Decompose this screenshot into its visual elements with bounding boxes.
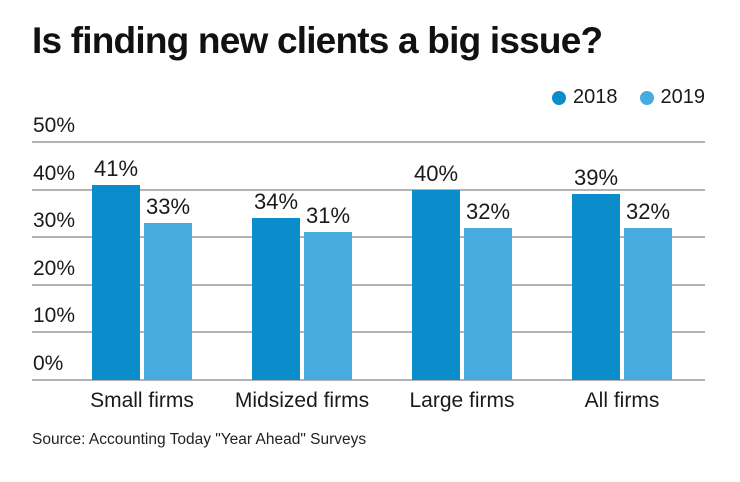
category-label-all-firms: All firms: [584, 389, 660, 412]
chart-title: Is finding new clients a big issue?: [32, 20, 603, 61]
legend-item-2018: 2018: [552, 86, 618, 109]
legend: 2018 2019: [552, 86, 705, 109]
value-label-2019-large-firms: 32%: [465, 198, 511, 224]
value-label-2019-small-firms: 33%: [145, 193, 191, 219]
category-label-midsized-firms: Midsized firms: [234, 389, 370, 412]
value-label-2018-midsized-firms: 34%: [253, 189, 299, 215]
source-text: Source: Accounting Today "Year Ahead" Su…: [32, 431, 367, 448]
y-axis-label-50: 50%: [33, 114, 76, 137]
legend-label-2018: 2018: [573, 86, 618, 108]
legend-dot-2019-icon: [639, 90, 654, 105]
bar-2019-large-firms: [464, 227, 512, 380]
bar-2018-midsized-firms: [252, 218, 300, 380]
value-label-2018-large-firms: 40%: [413, 160, 459, 186]
gridline-20: [32, 283, 705, 286]
gridline-30: [32, 236, 705, 239]
legend-dot-2018-icon: [552, 90, 566, 105]
bar-2019-midsized-firms: [304, 232, 352, 380]
value-label-2019-all-firms: 32%: [625, 198, 671, 224]
gridline-10: [32, 331, 705, 334]
bar-2018-large-firms: [412, 189, 460, 380]
y-axis-label-30: 30%: [33, 209, 76, 233]
bar-2018-all-firms: [572, 194, 620, 380]
category-label-large-firms: Large firms: [409, 389, 515, 412]
bar-2018-small-firms: [92, 184, 140, 380]
value-label-2019-midsized-firms: 31%: [305, 203, 351, 229]
chart-plot-area: 0% 10% 20% 30% 40% 50% 41% 33% Small firms 34% 31%…: [32, 115, 705, 411]
gridline-40: [32, 188, 705, 191]
bar-2019-all-firms: [624, 227, 672, 380]
y-axis-label-40: 40%: [33, 161, 76, 185]
value-label-2018-all-firms: 39%: [573, 165, 619, 191]
legend-item-2019: 2019: [639, 86, 706, 109]
gridline-50: [32, 141, 705, 143]
y-axis-label-20: 20%: [33, 256, 76, 280]
value-label-2018-small-firms: 41%: [93, 155, 139, 181]
legend-label-2019: 2019: [660, 86, 706, 108]
y-axis-label-10: 10%: [33, 304, 76, 328]
bar-2019-small-firms: [144, 222, 192, 380]
y-axis-label-0: 0%: [33, 352, 64, 375]
gridline-0: [32, 379, 705, 381]
category-label-small-firms: Small firms: [90, 389, 194, 412]
